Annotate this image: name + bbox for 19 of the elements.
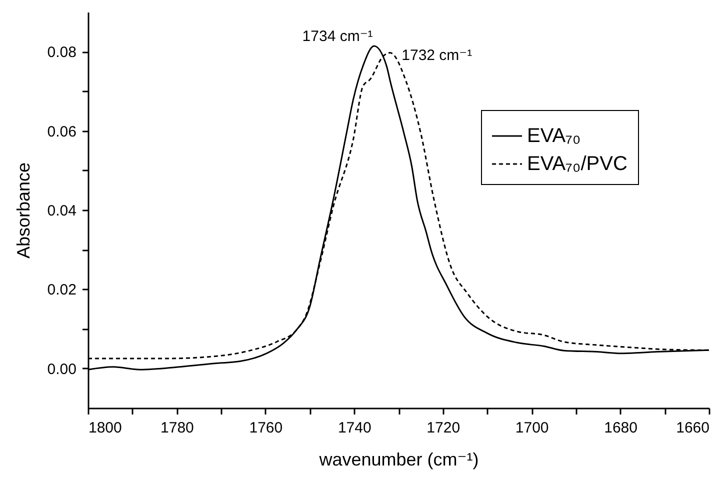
y-tick-label: 0.02 (47, 282, 76, 299)
y-axis-title: Absorbance (13, 162, 34, 259)
annotation: 1732 cm⁻¹ (402, 46, 472, 64)
x-tick-label: 1660 (676, 420, 710, 436)
x-axis-title: wavenumber (cm⁻¹) (318, 450, 479, 470)
annotation: 1734 cm⁻¹ (302, 28, 373, 46)
x-tick-label: 1680 (604, 420, 638, 436)
y-tick-label: 0.00 (47, 360, 76, 378)
x-tick-label: 1780 (160, 420, 194, 436)
x-tick-label: 1800 (88, 420, 122, 436)
y-tick-label: 0.04 (47, 202, 76, 220)
y-tick-label: 0.08 (47, 44, 76, 62)
legend-label: EVA₇₀ (527, 125, 581, 147)
legend-label: EVA₇₀/PVC (527, 153, 628, 175)
y-tick-label: 0.06 (47, 123, 76, 140)
x-tick-label: 1740 (338, 420, 372, 436)
x-tick-label: 1720 (426, 420, 460, 436)
x-tick-label: 1760 (249, 420, 283, 436)
x-tick-label: 1700 (515, 420, 549, 436)
